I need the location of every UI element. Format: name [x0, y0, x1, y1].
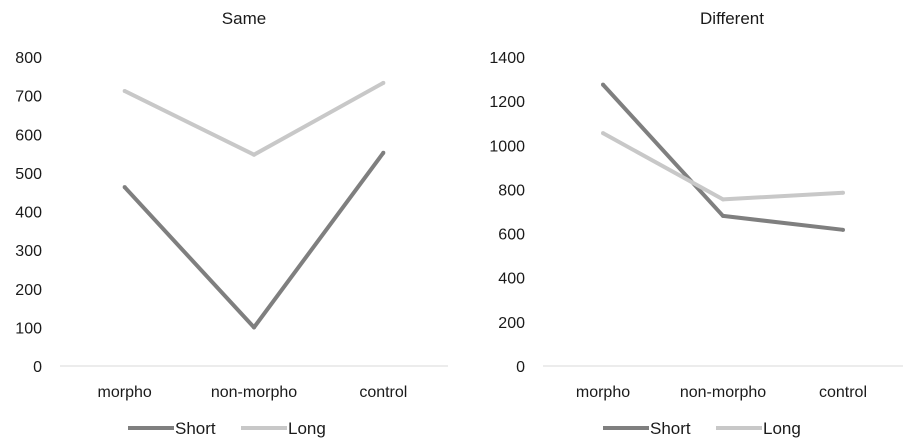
data-point-long [841, 190, 845, 195]
x-tick-label: control [359, 384, 407, 401]
y-tick-label: 1200 [489, 94, 525, 111]
chart-title: Same [222, 9, 266, 28]
y-tick-label: 0 [33, 359, 42, 376]
y-tick-label: 800 [498, 182, 525, 199]
x-tick-label: non-morpho [211, 384, 297, 401]
chart-panel-1: Different 0 200 400 600 800 1000 1200 1400 morpho… [489, 9, 903, 438]
series-line-long [123, 81, 385, 157]
y-tick-label: 800 [15, 50, 42, 67]
series-line-short [601, 83, 844, 232]
data-point-long [721, 197, 725, 202]
data-point-short [841, 227, 845, 232]
data-point-short [721, 213, 725, 218]
y-tick-label: 300 [15, 243, 42, 260]
y-tick-label: 1400 [489, 50, 525, 67]
chart-panel-0: Same 0 100 200 300 400 500 600 700 800 morpho non-m… [15, 9, 448, 438]
y-tick-label: 400 [498, 271, 525, 288]
data-point-short [122, 185, 127, 190]
data-point-long [381, 80, 386, 85]
legend-label: Short [650, 419, 691, 438]
x-tick-label: control [819, 384, 867, 401]
series-line-long [602, 131, 844, 202]
chart-title: Different [700, 9, 764, 28]
legend-label: Short [175, 419, 216, 438]
series-line-short [123, 151, 385, 330]
y-tick-label: 200 [15, 282, 42, 299]
data-point-long [601, 131, 605, 136]
y-tick-label: 1000 [489, 138, 525, 155]
x-tick-label: morpho [98, 384, 152, 401]
data-point-long [122, 88, 127, 93]
x-tick-label: non-morpho [680, 384, 766, 401]
y-tick-label: 400 [15, 205, 42, 222]
y-tick-label: 100 [15, 320, 42, 337]
data-point-short [252, 325, 256, 330]
y-tick-label: 700 [15, 89, 42, 106]
y-tick-label: 500 [15, 166, 42, 183]
legend: Short Long [128, 419, 326, 438]
x-tick-label: morpho [576, 384, 630, 401]
legend: Short Long [603, 419, 801, 438]
y-tick-label: 200 [498, 315, 525, 332]
data-point-short [381, 150, 386, 155]
y-tick-label: 0 [516, 359, 525, 376]
legend-label: Long [288, 419, 326, 438]
y-tick-label: 600 [15, 127, 42, 144]
data-point-short [601, 82, 605, 87]
y-tick-label: 600 [498, 227, 525, 244]
legend-label: Long [763, 419, 801, 438]
data-point-long [252, 152, 256, 157]
